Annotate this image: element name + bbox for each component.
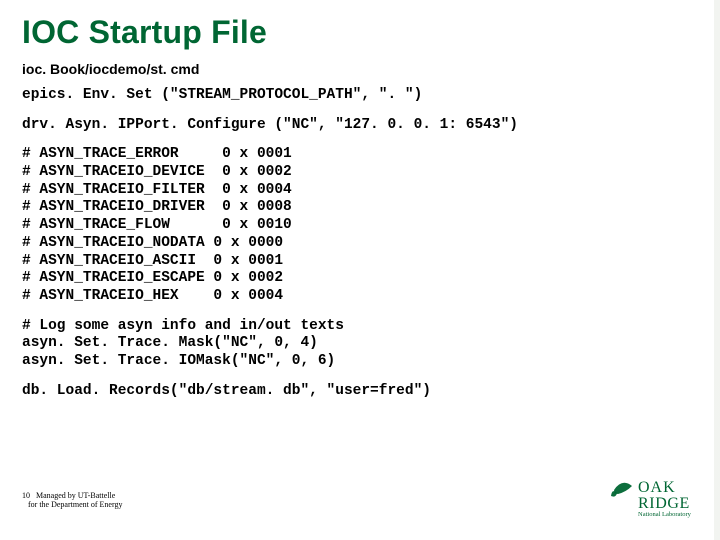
code-line — [22, 134, 698, 146]
code-line — [22, 105, 698, 117]
code-line: # ASYN_TRACEIO_NODATA 0 x 0000 — [22, 235, 698, 253]
code-line: # ASYN_TRACE_ERROR 0 x 0001 — [22, 146, 698, 164]
code-line: epics. Env. Set ("STREAM_PROTOCOL_PATH",… — [22, 87, 698, 105]
right-edge-decoration — [714, 0, 720, 540]
code-line: # Log some asyn info and in/out texts — [22, 318, 698, 336]
code-line: # ASYN_TRACEIO_FILTER 0 x 0004 — [22, 182, 698, 200]
code-block: epics. Env. Set ("STREAM_PROTOCOL_PATH",… — [22, 87, 698, 400]
svg-text:National Laboratory: National Laboratory — [638, 511, 692, 518]
leaf-icon: OAK RIDGE National Laboratory — [608, 476, 700, 518]
oak-ridge-logo: OAK RIDGE National Laboratory — [608, 476, 700, 518]
slide-title: IOC Startup File — [22, 14, 698, 51]
code-line: # ASYN_TRACEIO_HEX 0 x 0004 — [22, 288, 698, 306]
page-number: 10 — [22, 491, 30, 500]
code-line — [22, 306, 698, 318]
footer-line1: Managed by UT-Battelle — [36, 491, 115, 500]
code-line: db. Load. Records("db/stream. db", "user… — [22, 383, 698, 401]
code-line: # ASYN_TRACEIO_DEVICE 0 x 0002 — [22, 164, 698, 182]
code-line: drv. Asyn. IPPort. Configure ("NC", "127… — [22, 117, 698, 135]
code-line: # ASYN_TRACEIO_DRIVER 0 x 0008 — [22, 199, 698, 217]
code-line: # ASYN_TRACE_FLOW 0 x 0010 — [22, 217, 698, 235]
code-line: # ASYN_TRACEIO_ASCII 0 x 0001 — [22, 253, 698, 271]
svg-text:OAK: OAK — [638, 479, 676, 496]
slide: IOC Startup File ioc. Book/iocdemo/st. c… — [0, 0, 720, 540]
code-line — [22, 371, 698, 383]
code-line: # ASYN_TRACEIO_ESCAPE 0 x 0002 — [22, 270, 698, 288]
file-path: ioc. Book/iocdemo/st. cmd — [22, 61, 698, 77]
code-line: asyn. Set. Trace. IOMask("NC", 0, 6) — [22, 353, 698, 371]
svg-text:RIDGE: RIDGE — [638, 495, 690, 512]
footer: 10 Managed by UT-Battelle for the Depart… — [22, 492, 122, 510]
code-line: asyn. Set. Trace. Mask("NC", 0, 4) — [22, 335, 698, 353]
footer-line2: for the Department of Energy — [28, 500, 122, 509]
